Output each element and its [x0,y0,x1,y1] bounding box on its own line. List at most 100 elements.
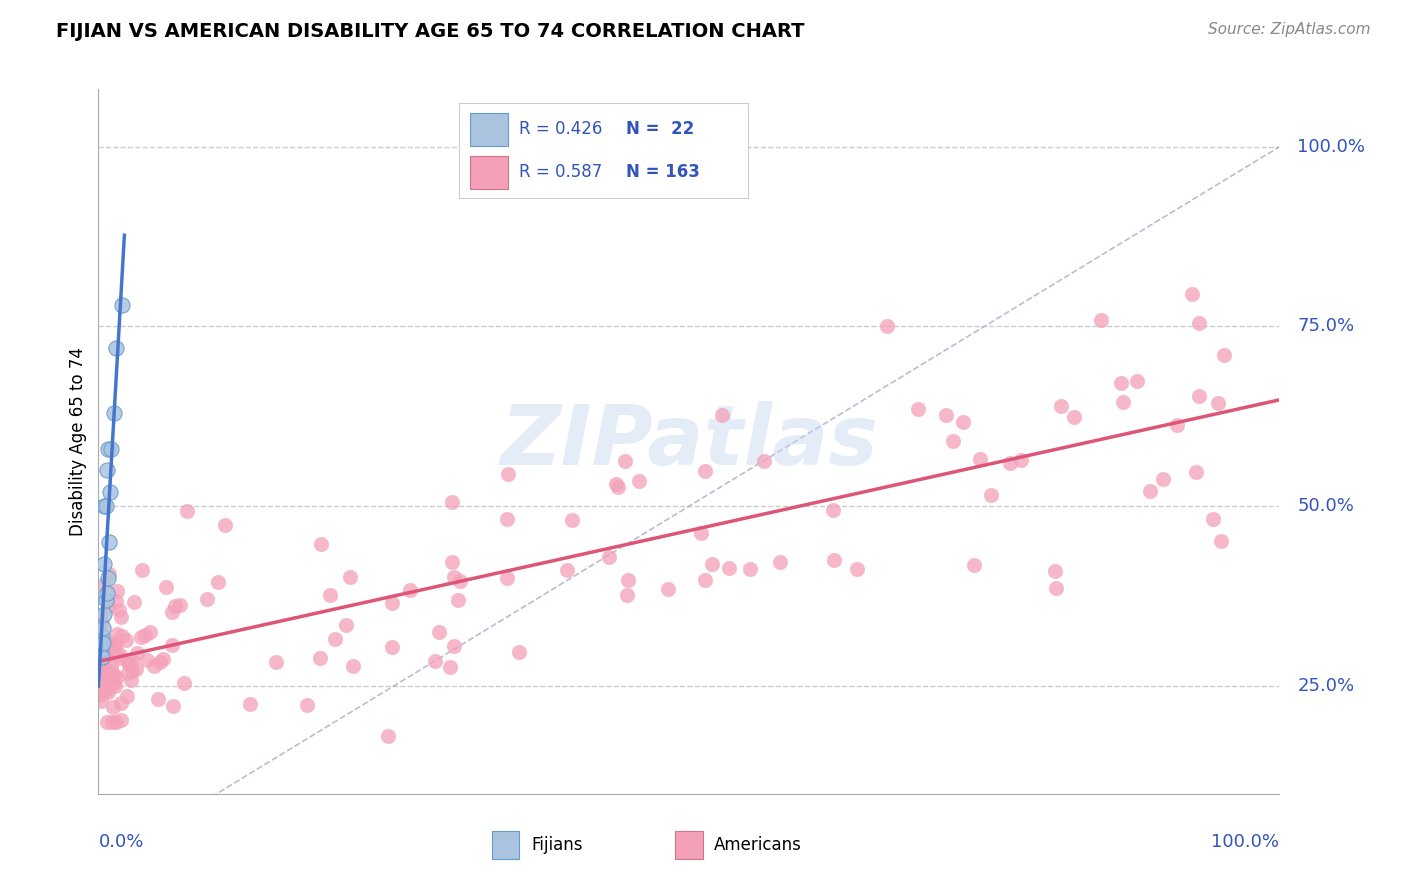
Point [319,588,342,602]
Point [427,625,450,640]
Point [754,454,776,468]
Point [561,513,583,527]
Point [94,634,117,648]
Point [103,676,125,690]
Point [96,585,118,599]
Point [121,654,143,668]
Point [131,563,153,577]
Point [91,650,114,665]
Point [769,555,792,569]
Point [96,714,118,729]
Point [110,610,132,624]
Point [425,654,447,668]
Point [628,474,651,488]
Point [439,659,461,673]
Point [100,659,122,673]
Point [129,630,152,644]
Point [264,655,287,669]
Point [90,694,112,708]
Point [97,571,120,585]
Point [98,642,121,657]
Point [311,536,333,550]
Point [93,682,115,697]
Point [94,662,117,676]
Point [98,567,121,582]
Point [94,662,117,676]
Point [114,632,136,647]
Point [942,434,965,449]
Point [162,699,184,714]
Point [152,652,174,666]
Point [94,683,117,698]
Point [1185,465,1208,479]
Point [440,495,463,509]
Point [89,689,111,703]
Point [105,583,128,598]
Text: FIJIAN VS AMERICAN DISABILITY AGE 65 TO 74 CORRELATION CHART: FIJIAN VS AMERICAN DISABILITY AGE 65 TO … [56,22,804,41]
Point [169,598,191,612]
Point [162,638,184,652]
Point [103,406,125,420]
Point [104,638,127,652]
Point [740,562,762,576]
Point [1188,316,1211,330]
Point [496,571,519,585]
Point [176,504,198,518]
Point [1166,418,1188,433]
Text: 0.0%: 0.0% [98,832,143,851]
Point [94,500,117,514]
Point [399,583,422,598]
Point [105,670,128,684]
Point [105,341,128,355]
Point [980,488,1002,502]
Point [89,654,111,668]
Point [115,689,138,703]
Point [1109,376,1132,390]
Point [104,593,127,607]
Text: Source: ZipAtlas.com: Source: ZipAtlas.com [1208,22,1371,37]
Point [101,665,124,679]
Point [108,603,131,617]
Point [963,558,986,572]
Point [702,557,724,571]
Point [381,640,404,655]
Point [1090,313,1112,327]
Point [98,535,121,549]
Point [443,639,465,653]
Point [105,627,128,641]
Point [100,714,122,729]
Point [97,599,120,614]
Point [1049,399,1071,413]
Point [96,463,118,477]
Y-axis label: Disability Age 65 to 74: Disability Age 65 to 74 [69,347,87,536]
Point [657,582,679,597]
Point [614,453,637,467]
Point [1213,348,1236,362]
Point [125,646,148,660]
Point [96,648,118,663]
Point [91,629,114,643]
Point [295,698,318,713]
Point [711,408,734,422]
Point [823,502,845,516]
Point [998,456,1021,470]
Point [138,625,160,640]
Point [1202,512,1225,526]
Point [117,657,139,672]
Point [89,610,111,624]
Point [846,562,869,576]
Text: ZIPatlas: ZIPatlas [501,401,877,482]
Point [146,692,169,706]
Point [108,648,131,662]
Point [689,526,711,541]
Point [122,595,145,609]
Text: 50.0%: 50.0% [1298,497,1354,516]
Point [496,512,519,526]
Point [449,574,471,589]
Point [90,661,112,675]
Point [616,588,638,602]
Point [103,668,125,682]
Point [121,664,143,678]
Point [342,659,364,673]
Point [239,697,262,711]
